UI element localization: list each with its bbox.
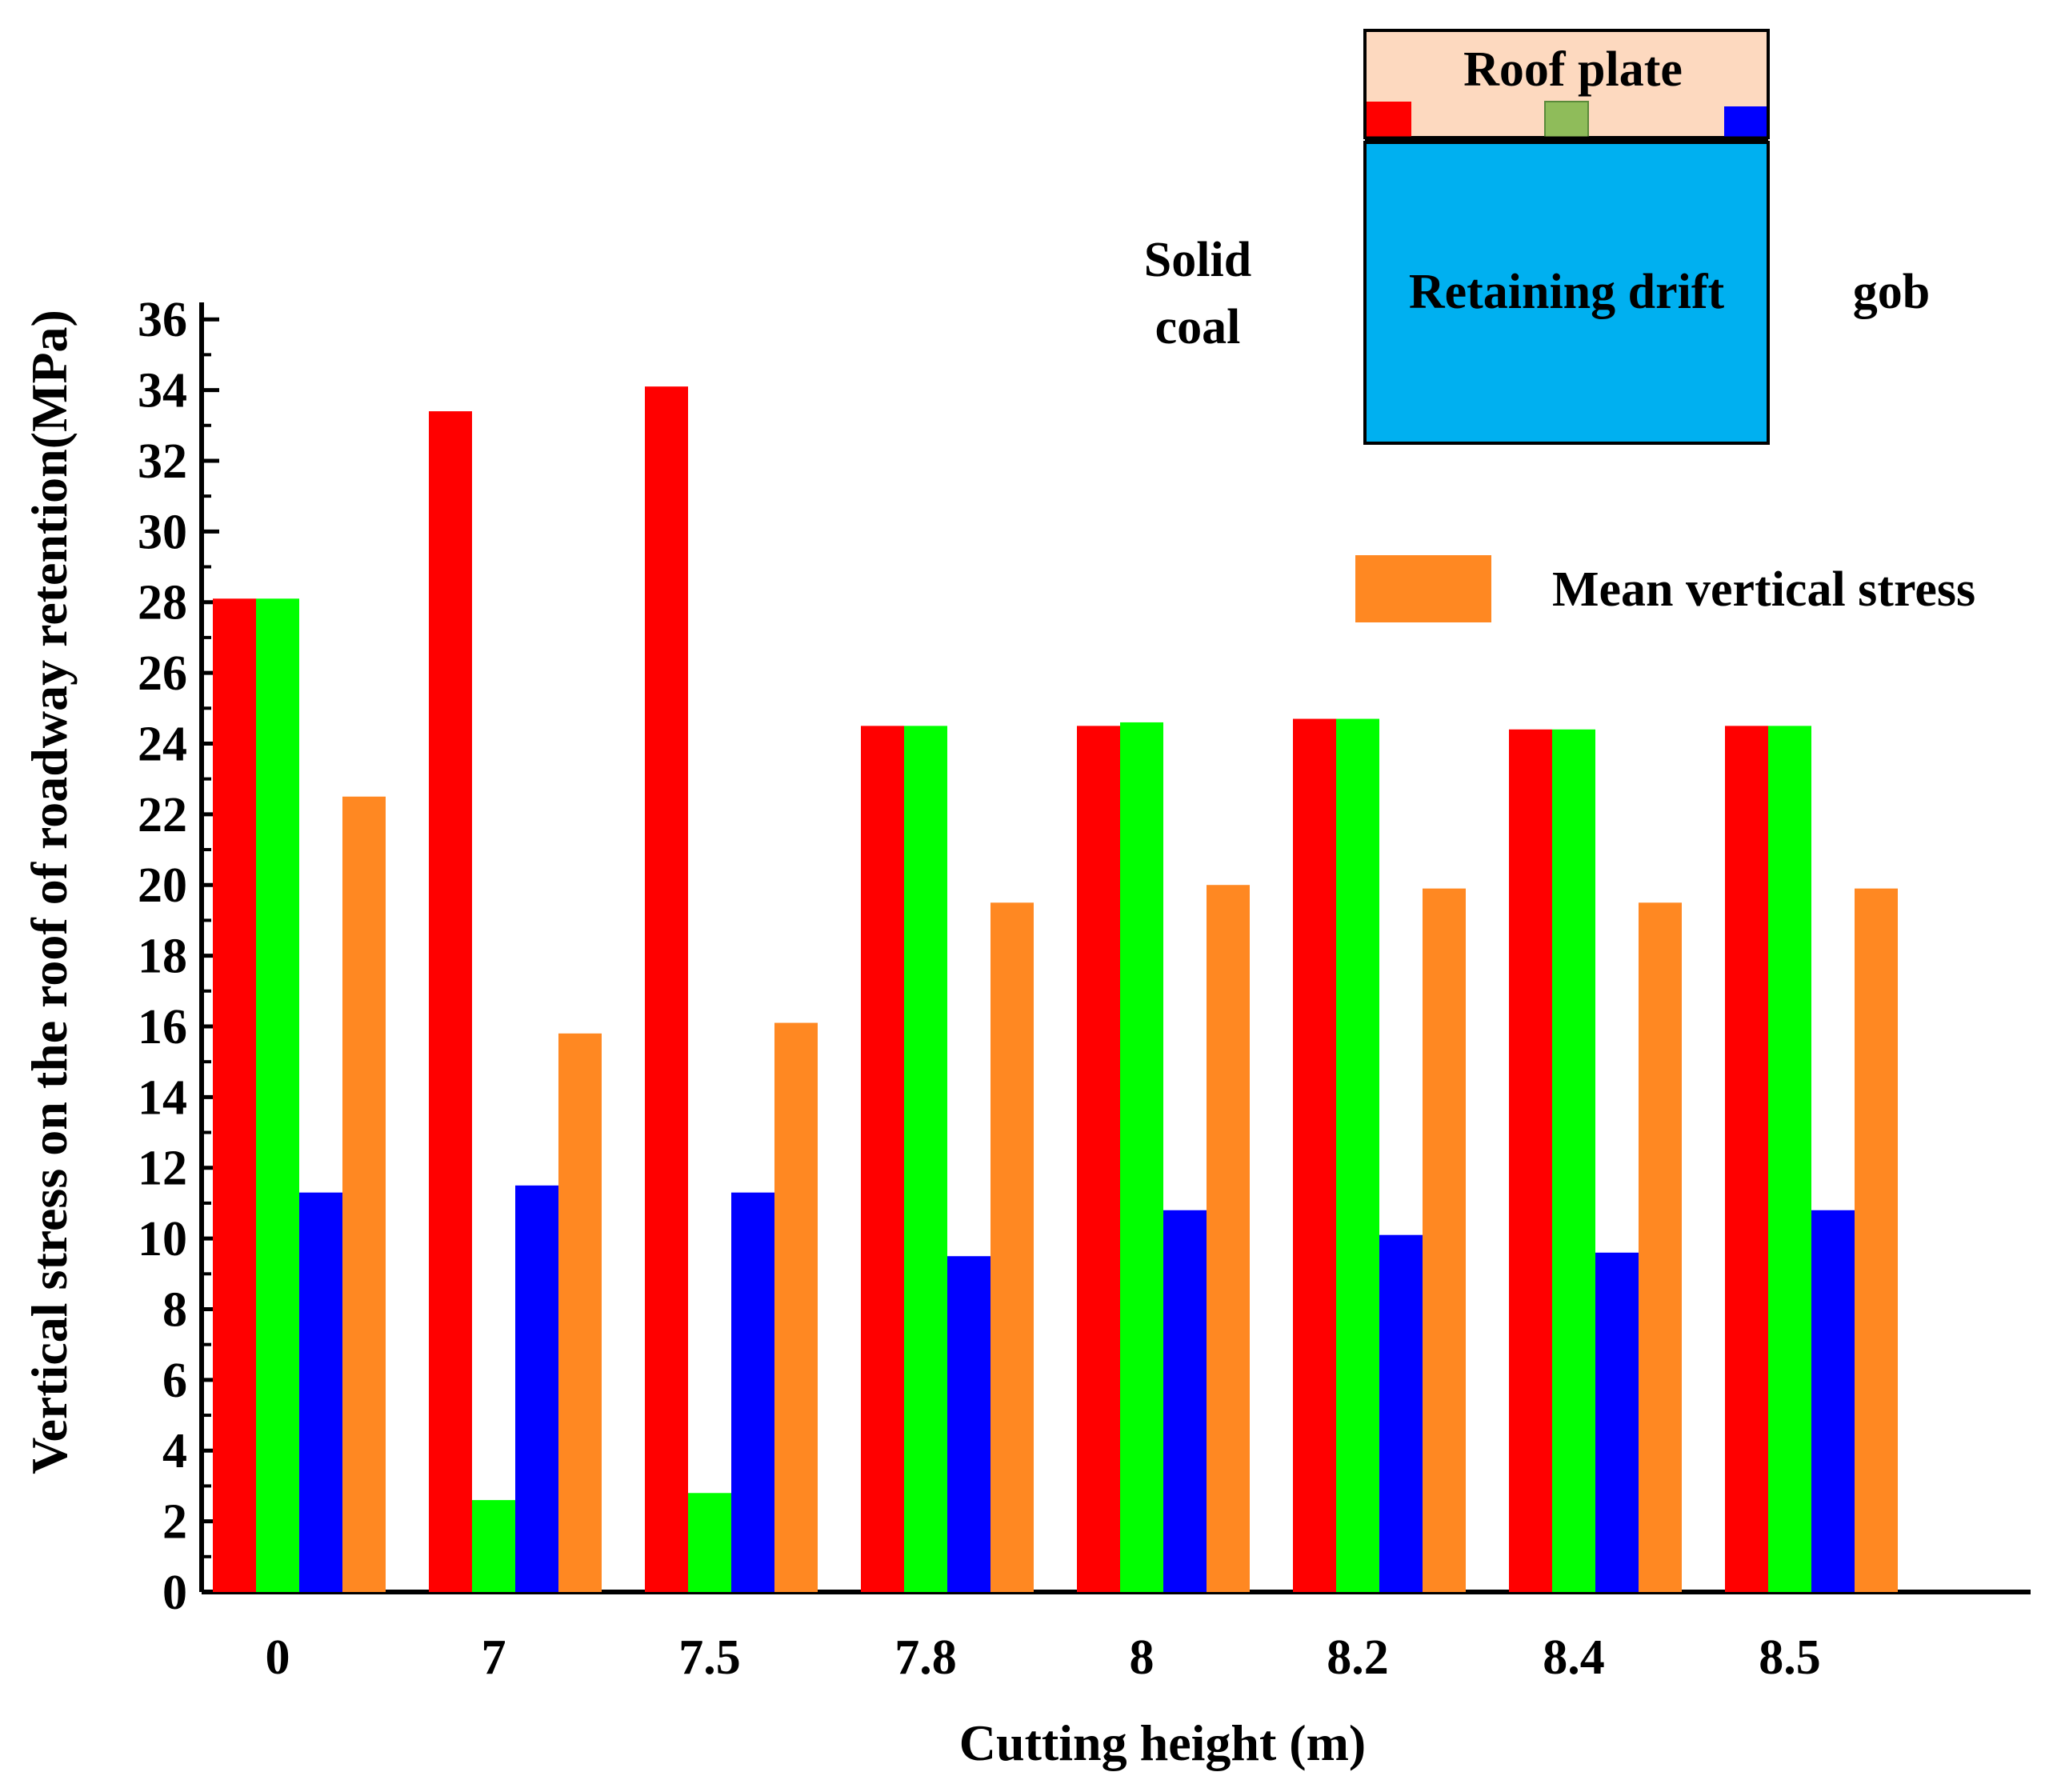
solid-coal-label-line1: Solid	[1144, 233, 1251, 287]
solid-coal-label-line2: coal	[1155, 300, 1241, 354]
x-tick-label: 8.5	[1759, 1630, 1821, 1685]
y-tick-label: 26	[138, 646, 187, 701]
bar-8.4-series-2	[1552, 729, 1595, 1592]
bar-8.2-series-4	[1423, 888, 1466, 1592]
y-tick-label: 20	[138, 858, 187, 913]
bar-8.5-series-3	[1811, 1210, 1855, 1592]
y-tick-label: 14	[138, 1070, 187, 1125]
bar-8.4-series-1	[1509, 729, 1552, 1592]
y-axis-title: Vertical stress on the roof of roadway r…	[21, 310, 78, 1474]
bar-8.5-series-4	[1855, 888, 1898, 1592]
x-tick-label: 8.2	[1327, 1630, 1389, 1685]
bar-7.5-series-1	[645, 386, 688, 1592]
x-tick-label: 7	[482, 1630, 506, 1685]
x-tick-label: 8.4	[1543, 1630, 1605, 1685]
bar-8.2-series-1	[1293, 718, 1336, 1592]
bar-7.8-series-2	[904, 726, 947, 1592]
bar-8.5-series-1	[1725, 726, 1768, 1592]
y-tick-label: 16	[138, 1000, 187, 1054]
solid-coal-marker	[1367, 102, 1411, 138]
y-tick-label: 32	[138, 434, 187, 489]
bar-7.8-series-1	[861, 726, 904, 1592]
bar-7-series-2	[472, 1500, 515, 1592]
y-tick-label: 34	[138, 364, 187, 418]
y-tick-label: 36	[138, 293, 187, 347]
y-tick-label: 24	[138, 717, 187, 771]
legend: Mean vertical stress	[1355, 555, 1975, 622]
legend-swatch-mean	[1355, 555, 1491, 622]
bar-8.2-series-2	[1336, 718, 1379, 1592]
bar-8.5-series-2	[1768, 726, 1811, 1592]
bar-8-series-1	[1077, 726, 1120, 1592]
bar-7.5-series-2	[688, 1493, 731, 1592]
x-tick-label: 8	[1130, 1630, 1155, 1685]
bar-7-series-1	[429, 411, 472, 1592]
x-axis-title: Cutting height (m)	[959, 1714, 1366, 1771]
legend-label-mean: Mean vertical stress	[1552, 562, 1975, 617]
bars	[213, 386, 1898, 1592]
y-tick-label: 0	[162, 1566, 187, 1620]
y-tick-label: 12	[138, 1142, 187, 1196]
bar-0-series-3	[299, 1192, 342, 1592]
y-tick-label: 28	[138, 576, 187, 630]
retaining-drift-label: Retaining drift	[1409, 265, 1725, 319]
bar-7.8-series-4	[990, 902, 1034, 1592]
bar-8.2-series-3	[1379, 1234, 1423, 1592]
bar-7.8-series-3	[947, 1256, 990, 1592]
bar-8-series-2	[1120, 722, 1163, 1592]
roof-plate-label: Roof plate	[1463, 42, 1683, 97]
bar-0-series-1	[213, 598, 256, 1592]
gob-label: gob	[1853, 265, 1930, 319]
x-tick-label: 7.5	[678, 1630, 741, 1685]
bar-0-series-4	[342, 796, 386, 1592]
bar-7.5-series-4	[774, 1022, 818, 1592]
roadway-diagram: Roof plate Retaining drift Solid coal go…	[1144, 29, 1930, 445]
bar-7-series-3	[515, 1185, 558, 1592]
bar-8-series-4	[1207, 885, 1250, 1592]
y-tick-label: 22	[138, 788, 187, 842]
x-tick-labels: 0 7 7.5 7.8 8 8.2 8.4 8.5	[266, 1630, 1821, 1685]
retaining-drift	[1363, 141, 1770, 445]
x-tick-label: 0	[266, 1630, 290, 1685]
bar-0-series-2	[256, 598, 299, 1592]
gob-marker	[1724, 106, 1767, 138]
x-tick-label: 7.8	[894, 1630, 957, 1685]
bar-8.4-series-3	[1595, 1252, 1639, 1592]
bar-8.4-series-4	[1639, 902, 1682, 1592]
y-tick-label: 30	[138, 505, 187, 559]
y-tick-label: 10	[138, 1212, 187, 1266]
middle-marker	[1544, 101, 1589, 138]
y-tick-label: 6	[162, 1354, 187, 1408]
y-tick-label: 4	[162, 1424, 187, 1478]
y-tick-label: 18	[138, 930, 187, 984]
y-tick-label: 2	[162, 1495, 187, 1550]
bar-8-series-3	[1163, 1210, 1207, 1592]
bar-7.5-series-3	[731, 1192, 774, 1592]
bar-7-series-4	[558, 1033, 602, 1592]
y-tick-label: 8	[162, 1282, 187, 1337]
